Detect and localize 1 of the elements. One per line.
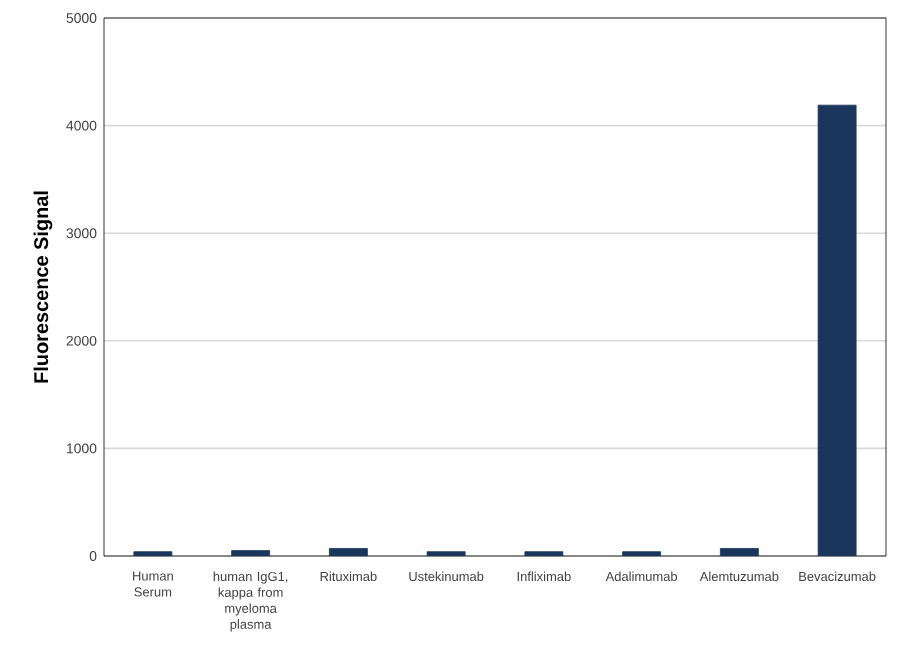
y-axis-title: Fluorescence Signal xyxy=(33,191,53,383)
